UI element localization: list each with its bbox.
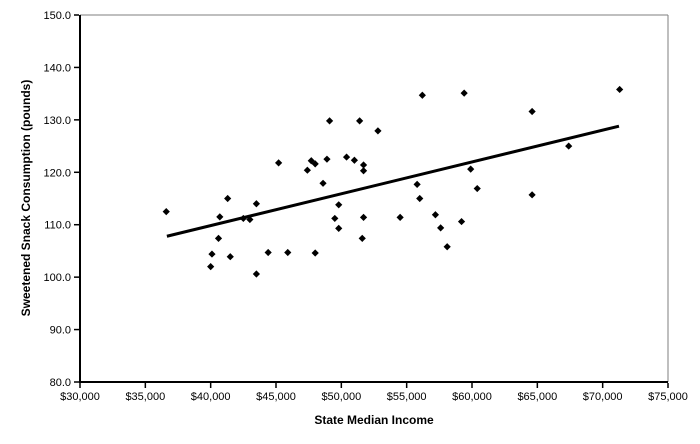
x-tick-label: $75,000: [648, 391, 688, 403]
data-point: [162, 208, 170, 216]
data-point: [457, 217, 466, 226]
data-point: [275, 159, 283, 167]
y-tick-label: 120.0: [43, 167, 71, 179]
data-point: [252, 200, 260, 208]
data-point: [473, 184, 481, 193]
data-point: [350, 156, 358, 164]
x-tick-label: $45,000: [256, 391, 296, 403]
data-point: [356, 117, 364, 125]
data-point: [359, 161, 368, 169]
data-point: [528, 191, 536, 199]
data-point: [359, 167, 368, 175]
x-tick-label: $50,000: [321, 391, 361, 403]
data-point: [252, 270, 260, 278]
y-tick-label: 110.0: [44, 220, 71, 232]
y-tick-label: 130.0: [43, 115, 71, 127]
data-point: [413, 180, 421, 188]
y-tick-label: 90.0: [50, 325, 71, 337]
data-point: [396, 213, 404, 221]
data-point: [307, 157, 315, 165]
data-point: [331, 214, 339, 223]
data-point: [374, 127, 382, 135]
data-point: [216, 213, 224, 221]
data-point: [246, 215, 254, 224]
x-tick-label: $70,000: [583, 391, 623, 403]
data-point: [342, 153, 351, 161]
data-point: [319, 179, 327, 187]
data-point: [311, 160, 319, 168]
data-point: [528, 107, 536, 116]
data-point: [431, 211, 440, 219]
data-point: [325, 117, 334, 125]
data-point: [335, 224, 343, 232]
data-point: [214, 234, 223, 242]
data-point: [239, 214, 247, 223]
y-tick-label: 80.0: [50, 377, 71, 389]
data-point: [616, 85, 624, 94]
data-point: [208, 250, 216, 258]
data-point: [207, 263, 215, 271]
y-tick-label: 150.0: [43, 10, 71, 22]
y-tick-label: 100.0: [43, 272, 71, 284]
x-tick-label: $30,000: [60, 391, 100, 403]
data-point: [443, 243, 451, 251]
x-tick-label: $60,000: [452, 391, 492, 403]
y-tick-label: 140.0: [43, 62, 71, 74]
data-point: [323, 155, 331, 163]
x-tick-label: $35,000: [125, 391, 165, 403]
data-point: [226, 253, 234, 261]
data-point: [565, 142, 573, 150]
trend-line: [166, 124, 620, 238]
x-tick-label: $40,000: [191, 391, 231, 403]
data-point: [467, 165, 475, 173]
data-point: [416, 194, 424, 203]
x-tick-label: $55,000: [387, 391, 427, 403]
data-point: [418, 91, 426, 99]
x-tick-label: $65,000: [517, 391, 557, 403]
data-point: [284, 248, 292, 257]
data-point: [460, 89, 468, 97]
data-point: [264, 248, 272, 257]
data-point: [224, 194, 232, 203]
x-axis-title: State Median Income: [314, 413, 434, 427]
data-point: [358, 234, 366, 242]
data-point: [303, 166, 311, 174]
data-point: [311, 249, 319, 257]
y-axis-title: Sweetened Snack Consumption (pounds): [19, 79, 33, 317]
data-point: [437, 224, 445, 232]
data-point: [359, 213, 368, 221]
data-point: [335, 201, 343, 209]
